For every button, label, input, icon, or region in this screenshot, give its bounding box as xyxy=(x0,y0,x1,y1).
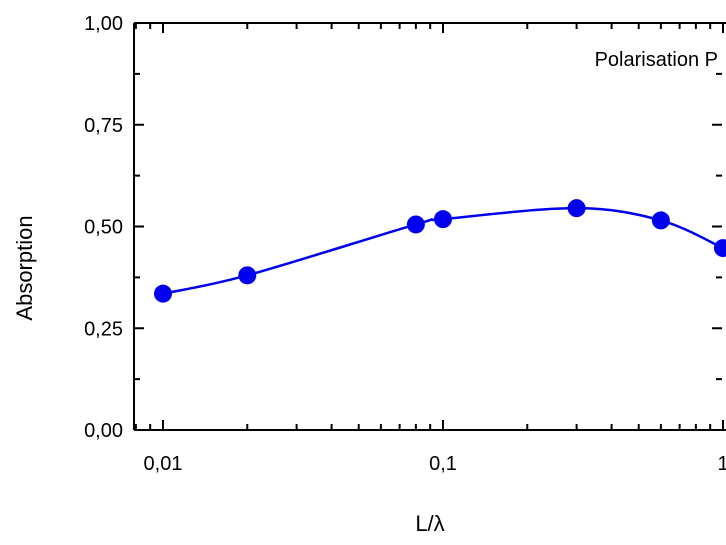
data-point xyxy=(714,239,726,258)
data-point xyxy=(238,266,257,285)
data-point xyxy=(567,199,586,218)
ticks xyxy=(134,22,724,431)
x-tick-label: 0,01 xyxy=(144,453,183,475)
y-tick-label: 0,50 xyxy=(84,217,123,239)
y-tick-label: 0,25 xyxy=(84,318,123,340)
x-tick-label: 0,1 xyxy=(429,453,457,475)
data-point xyxy=(434,210,452,229)
series xyxy=(154,199,726,303)
y-tick-label: 0,00 xyxy=(84,420,123,442)
axes-frame xyxy=(133,22,726,431)
data-point xyxy=(651,211,670,230)
legend-label: Polarisation P xyxy=(595,49,718,71)
y-tick-label: 1,00 xyxy=(84,13,123,35)
x-axis-title: L/λ xyxy=(415,511,444,536)
y-axis-title: Absorption xyxy=(12,215,37,320)
tick-labels: 0,00 0,25 0,50 0,75 1,00 0,01 0,1 1 xyxy=(84,13,726,475)
data-point xyxy=(154,284,172,303)
x-tick-label: 1 xyxy=(717,453,726,475)
data-point xyxy=(406,215,425,234)
y-tick-label: 0,75 xyxy=(84,115,123,137)
